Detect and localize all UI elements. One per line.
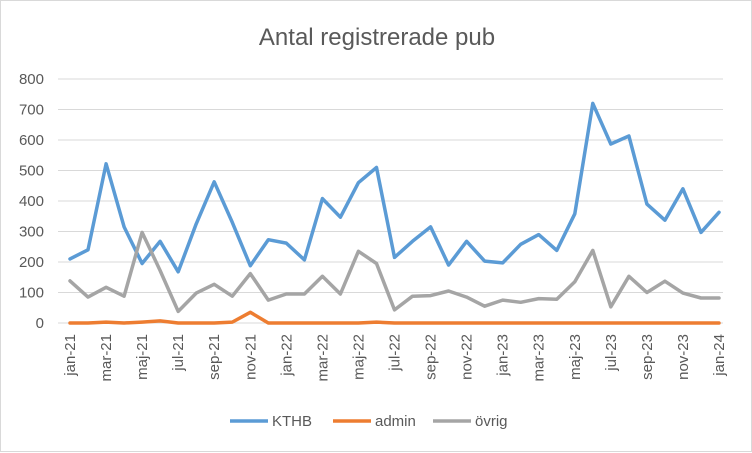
series-lines xyxy=(68,101,721,325)
y-tick-label: 700 xyxy=(19,102,44,119)
x-tick-label: jan-22 xyxy=(278,334,295,377)
series-line-KTHB xyxy=(68,101,721,274)
y-tick-label: 0 xyxy=(36,315,44,332)
x-tick-label: maj-22 xyxy=(350,334,367,380)
x-tick-label: jul-21 xyxy=(170,334,187,372)
x-axis-ticks: jan-21 mar-21 maj-21 jul-21 sep-21 nov-21 jan-… xyxy=(62,334,728,382)
x-tick-label: jul-22 xyxy=(387,334,404,372)
y-tick-label: 300 xyxy=(19,224,44,241)
x-tick-label: maj-21 xyxy=(134,334,151,380)
legend-label: admin xyxy=(375,413,416,430)
legend-label: KTHB xyxy=(272,413,312,430)
chart-title: Antal registrerade pub xyxy=(259,24,495,51)
x-tick-label: jan-21 xyxy=(62,334,79,377)
x-tick-label: nov-22 xyxy=(459,334,476,380)
x-tick-label: sep-21 xyxy=(206,334,223,380)
x-tick-label: mar-22 xyxy=(314,334,331,382)
y-tick-label: 200 xyxy=(19,254,44,271)
x-tick-label: jan-23 xyxy=(495,334,512,377)
x-tick-label: nov-23 xyxy=(675,334,692,380)
y-tick-label: 500 xyxy=(19,163,44,180)
y-tick-label: 100 xyxy=(19,285,44,302)
x-tick-label: jan-24 xyxy=(711,334,728,377)
y-tick-label: 800 xyxy=(19,71,44,88)
x-tick-label: mar-23 xyxy=(531,334,548,382)
x-tick-label: maj-23 xyxy=(567,334,584,380)
x-tick-label: nov-21 xyxy=(242,334,259,380)
y-tick-label: 400 xyxy=(19,193,44,210)
y-tick-label: 600 xyxy=(19,132,44,149)
series-line-övrig xyxy=(68,230,721,314)
y-axis-ticks: 0 100 200 300 400 500 600 700 800 xyxy=(19,71,44,332)
x-tick-label: sep-22 xyxy=(423,334,440,380)
x-tick-label: mar-21 xyxy=(98,334,115,382)
x-tick-label: sep-23 xyxy=(639,334,656,380)
series-line-admin xyxy=(68,310,721,325)
legend-label: övrig xyxy=(475,413,508,430)
x-tick-label: jul-23 xyxy=(603,334,620,372)
legend: KTHB admin övrig xyxy=(230,413,508,430)
